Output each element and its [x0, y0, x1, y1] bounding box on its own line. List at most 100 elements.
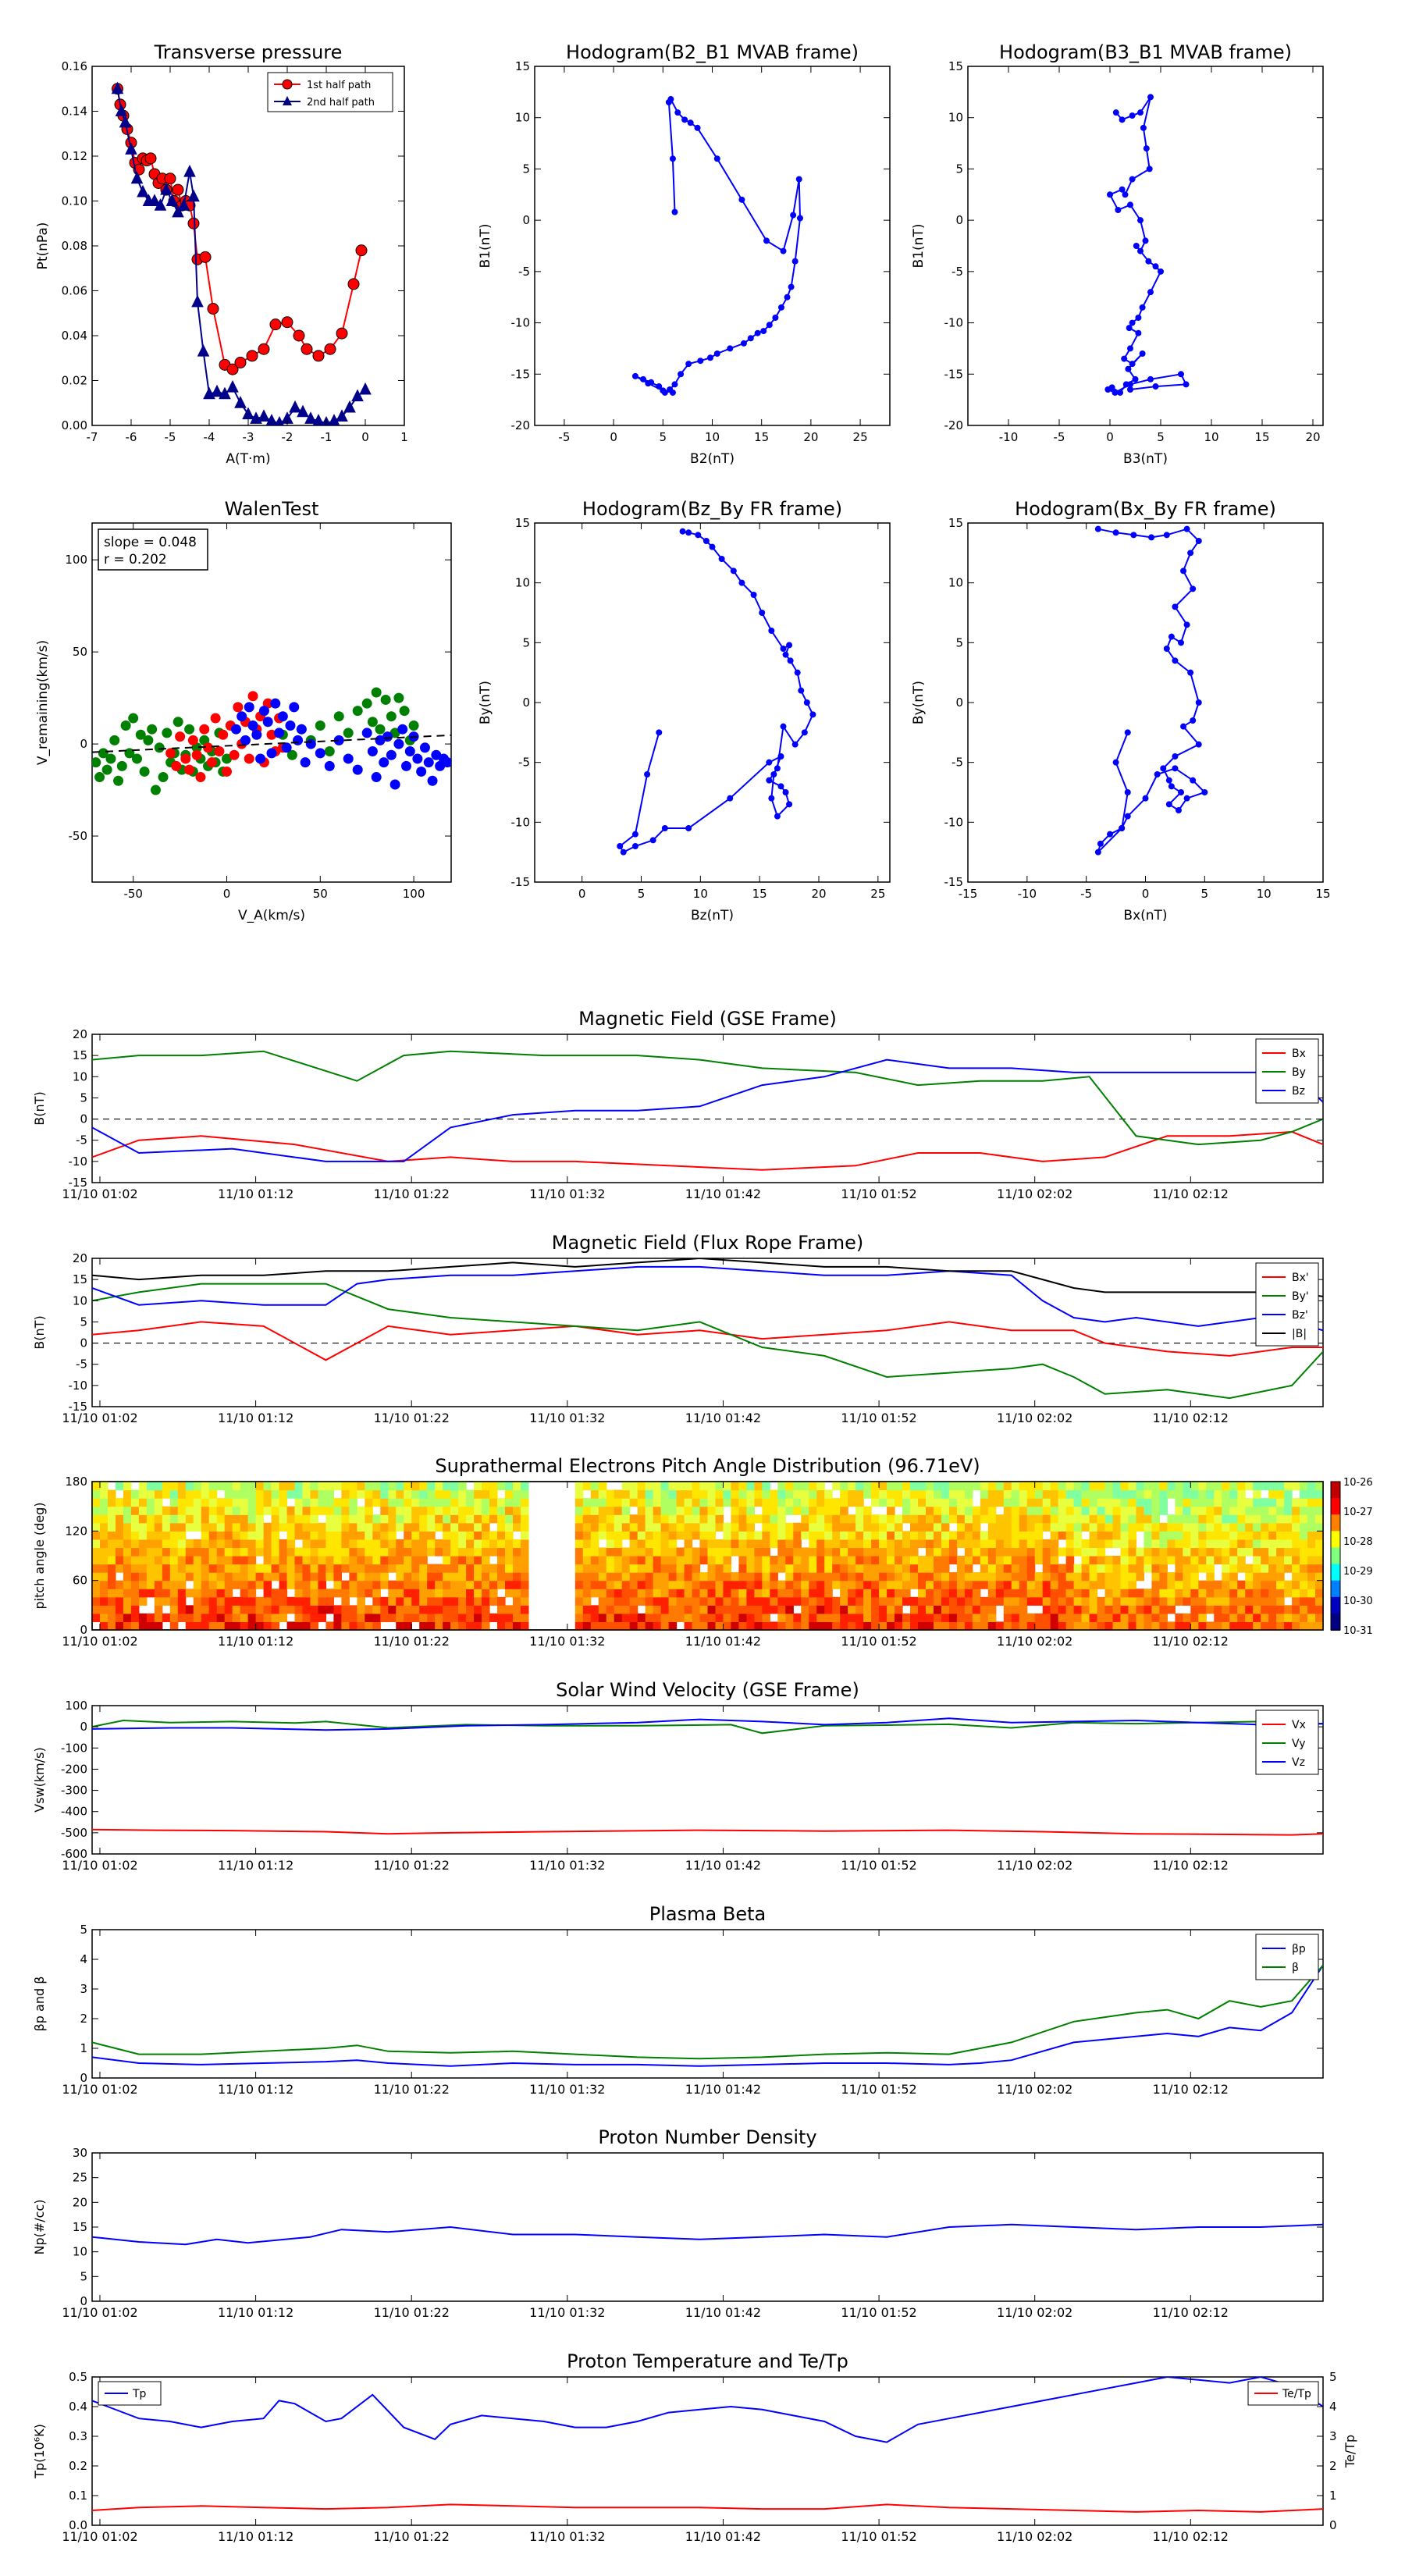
heatmap-cell [676, 1589, 685, 1598]
heatmap-cell [1245, 1514, 1254, 1524]
heatmap-cell [738, 1539, 748, 1549]
heatmap-cell [848, 1539, 856, 1549]
scatter-point [94, 772, 105, 783]
heatmap-cell [801, 1621, 809, 1630]
heatmap-cell [255, 1482, 265, 1491]
y-tick-label: -15 [511, 875, 531, 889]
heatmap-cell [684, 1547, 693, 1557]
heatmap-cell [1175, 1613, 1183, 1623]
heatmap-cell [653, 1556, 662, 1565]
heatmap-cell [310, 1589, 319, 1598]
heatmap-cell [1058, 1564, 1067, 1573]
heatmap-cell [349, 1564, 357, 1573]
heatmap-cell [162, 1564, 171, 1573]
heatmap-cell [333, 1482, 342, 1491]
heatmap-cell [590, 1613, 599, 1623]
marker-circle [258, 343, 270, 355]
legend-label: By' [1292, 1290, 1309, 1303]
y-tick-label: -5 [951, 756, 963, 770]
heatmap-cell [824, 1498, 833, 1507]
heatmap-cell [263, 1539, 272, 1549]
heatmap-cell [848, 1522, 856, 1532]
heatmap-cell [411, 1539, 420, 1549]
heatmap-cell [107, 1531, 116, 1540]
heatmap-cell [723, 1556, 732, 1565]
heatmap-cell [216, 1514, 226, 1524]
heatmap-cell [1167, 1482, 1176, 1491]
heatmap-cell [201, 1522, 210, 1532]
heatmap-cell [177, 1498, 187, 1507]
series-line [92, 2223, 1323, 2246]
heatmap-cell [598, 1547, 607, 1557]
heatmap-cell [863, 1482, 872, 1491]
heatmap-cell [247, 1522, 257, 1532]
heatmap-cell [263, 1489, 272, 1499]
scatter-point [154, 742, 165, 753]
heatmap-cell [1159, 1489, 1168, 1499]
heatmap-cell [450, 1539, 459, 1549]
heatmap-cell [138, 1514, 148, 1524]
heatmap-cell [731, 1572, 740, 1582]
heatmap-cell [637, 1564, 646, 1573]
marker-triangle [148, 194, 161, 206]
marker-circle [187, 217, 200, 229]
heatmap-cell [1144, 1531, 1153, 1540]
heatmap-cell [723, 1580, 732, 1589]
heatmap-cell [450, 1564, 459, 1573]
heatmap-cell [474, 1498, 482, 1507]
heatmap-cell [574, 1506, 584, 1515]
heatmap-cell [1229, 1482, 1238, 1491]
heatmap-cell [1120, 1596, 1129, 1606]
heatmap-cell [520, 1531, 529, 1540]
heatmap-cell [1214, 1522, 1222, 1532]
scatter-point [128, 713, 139, 724]
heatmap-cell [1136, 1522, 1145, 1532]
heatmap-cell [115, 1564, 124, 1573]
heatmap-cell [699, 1522, 709, 1532]
heatmap-cell [809, 1596, 817, 1606]
marker-circle [164, 173, 176, 185]
colorbar-segment [1331, 1482, 1340, 1500]
heatmap-cell [848, 1572, 856, 1582]
heatmap-cell [809, 1522, 817, 1532]
heatmap-cell [1112, 1506, 1122, 1515]
heatmap-cell [123, 1605, 132, 1614]
marker-circle [172, 183, 184, 196]
heatmap-cell [1307, 1572, 1316, 1582]
heatmap-cell [676, 1547, 685, 1557]
heatmap-cell [964, 1580, 973, 1589]
heatmap-cell [933, 1531, 942, 1540]
heatmap-cell [325, 1482, 335, 1491]
heatmap-cell [310, 1605, 319, 1614]
heatmap-cell [458, 1613, 467, 1623]
heatmap-cell [1073, 1564, 1083, 1573]
heatmap-cell [201, 1572, 210, 1582]
heatmap-cell [762, 1489, 770, 1499]
heatmap-cell [801, 1572, 809, 1582]
heatmap-cell [676, 1482, 685, 1491]
heatmap-cell [653, 1539, 662, 1549]
heatmap-cell [1268, 1572, 1277, 1582]
heatmap-cell [341, 1498, 350, 1507]
heatmap-cell [154, 1564, 163, 1573]
heatmap-cell [972, 1547, 981, 1557]
heatmap-cell [1128, 1564, 1137, 1573]
heatmap-cell [411, 1572, 420, 1582]
heatmap-cell [146, 1522, 155, 1532]
heatmap-cell [832, 1580, 841, 1589]
heatmap-cell [645, 1605, 654, 1614]
heatmap-cell [614, 1539, 623, 1549]
heatmap-cell [731, 1522, 740, 1532]
heatmap-cell [738, 1514, 748, 1524]
heatmap-cell [325, 1621, 335, 1630]
heatmap-cell [1229, 1506, 1238, 1515]
heatmap-cell [871, 1482, 880, 1491]
heatmap-cell [1050, 1613, 1059, 1623]
marker-triangle [234, 396, 247, 408]
heatmap-cell [684, 1539, 693, 1549]
heatmap-cell [224, 1531, 233, 1540]
heatmap-cell [302, 1596, 311, 1606]
heatmap-cell [1073, 1522, 1083, 1532]
heatmap-cell [832, 1506, 841, 1515]
marker-dot [1183, 621, 1190, 628]
